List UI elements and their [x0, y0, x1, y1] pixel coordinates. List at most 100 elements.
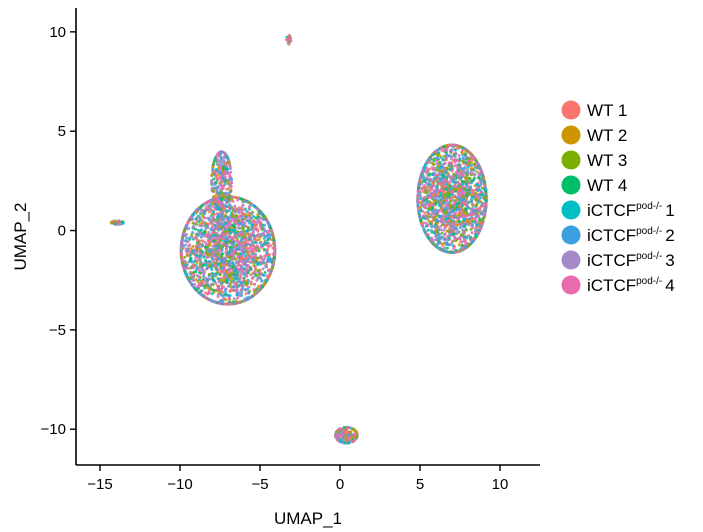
- cell-point: [439, 237, 443, 241]
- cell-point: [467, 157, 471, 161]
- cell-point: [191, 266, 195, 270]
- cell-point: [217, 222, 220, 226]
- cell-point: [222, 160, 226, 164]
- cell-point: [194, 227, 197, 231]
- cell-point: [231, 265, 235, 269]
- cell-point: [228, 222, 232, 226]
- cell-point: [227, 296, 231, 300]
- cell-point: [233, 218, 237, 222]
- cell-point: [207, 230, 211, 234]
- cell-point: [218, 153, 222, 157]
- cell-point: [471, 223, 475, 227]
- cell-point: [468, 192, 472, 196]
- cell-point: [428, 186, 432, 190]
- cell-point: [232, 273, 236, 276]
- cell-point: [245, 230, 249, 233]
- cell-point: [234, 289, 238, 293]
- cell-point: [203, 216, 207, 220]
- cell-point: [463, 166, 467, 170]
- cell-point: [197, 247, 201, 251]
- cell-point: [195, 219, 199, 223]
- cell-point: [211, 250, 215, 254]
- cell-point: [442, 145, 446, 149]
- cell-point: [260, 285, 264, 289]
- cell-point: [422, 167, 426, 171]
- cell-point: [230, 206, 234, 210]
- cell-point: [245, 246, 249, 250]
- cell-point: [466, 214, 470, 217]
- cell-point: [198, 253, 202, 257]
- cell-point: [437, 170, 441, 174]
- cell-point: [211, 202, 215, 206]
- cell-point: [191, 221, 195, 225]
- cell-point: [249, 256, 253, 260]
- cell-point: [211, 237, 214, 241]
- cell-point: [179, 253, 183, 257]
- cell-point: [218, 273, 222, 277]
- cell-point: [202, 270, 205, 274]
- cell-point: [206, 284, 210, 287]
- cell-point: [229, 264, 233, 268]
- cell-point: [217, 207, 221, 211]
- cell-point: [223, 171, 227, 175]
- cell-point: [441, 243, 445, 247]
- cell-point: [422, 175, 426, 179]
- cell-point: [210, 173, 214, 177]
- cell-point: [425, 217, 429, 221]
- cell-point: [247, 285, 251, 289]
- cell-point: [259, 235, 262, 239]
- cell-point: [429, 238, 433, 242]
- cell-point: [453, 164, 457, 168]
- cell-point: [215, 268, 219, 271]
- cell-point: [195, 274, 199, 277]
- cell-point: [197, 269, 201, 272]
- cell-point: [228, 203, 232, 207]
- cell-point: [251, 231, 255, 235]
- cell-point: [201, 250, 204, 254]
- cell-point: [237, 208, 241, 212]
- cell-point: [251, 276, 255, 280]
- cell-point: [211, 189, 215, 193]
- cell-point: [204, 263, 208, 267]
- cell-point: [205, 235, 209, 239]
- cell-point: [431, 153, 435, 157]
- cell-point: [232, 302, 236, 306]
- cell-point: [200, 243, 204, 247]
- cell-point: [250, 244, 254, 248]
- cell-point: [474, 212, 478, 216]
- cell-point: [223, 276, 227, 280]
- cell-point: [205, 251, 208, 255]
- cell-point: [212, 239, 216, 243]
- cell-point: [431, 167, 435, 171]
- cell-point: [453, 200, 457, 204]
- cell-point: [261, 228, 265, 232]
- cell-point: [236, 252, 240, 256]
- cell-point: [436, 192, 440, 196]
- cell-point: [231, 236, 235, 240]
- cell-point: [228, 245, 232, 249]
- cell-point: [436, 187, 440, 191]
- cell-point: [240, 290, 244, 294]
- cell-point: [437, 228, 441, 232]
- cell-point: [272, 241, 276, 245]
- cell-point: [452, 227, 456, 231]
- cell-point: [465, 161, 468, 165]
- cell-point: [199, 212, 202, 216]
- cell-point: [202, 274, 206, 278]
- cell-point: [419, 205, 423, 209]
- cell-point: [478, 188, 482, 191]
- cell-point: [480, 186, 484, 190]
- cell-point: [225, 217, 229, 221]
- cell-point: [265, 219, 269, 223]
- cell-point: [435, 185, 438, 188]
- cell-point: [190, 260, 194, 264]
- cell-point: [261, 267, 265, 271]
- cell-point: [219, 204, 223, 208]
- cell-point: [461, 159, 465, 163]
- cell-point: [426, 210, 430, 214]
- cell-point: [183, 255, 187, 259]
- cell-point: [462, 146, 465, 150]
- cell-point: [209, 247, 213, 251]
- cell-point: [219, 188, 223, 192]
- cell-point: [213, 212, 217, 216]
